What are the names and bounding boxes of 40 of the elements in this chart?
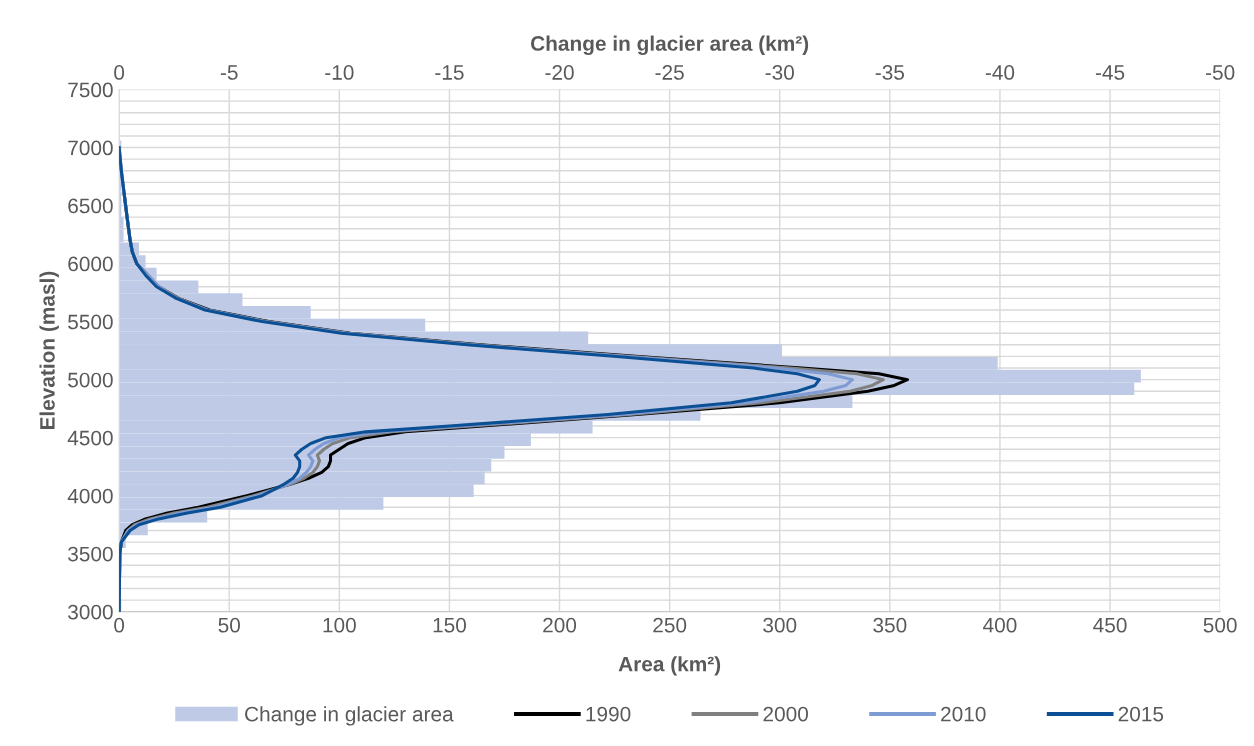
y-tick-label: 5000 bbox=[68, 372, 113, 388]
legend-label: 2010 bbox=[941, 706, 986, 722]
x-tick-label: 500 bbox=[1203, 617, 1237, 633]
x-axis-title: Area (km²) bbox=[618, 656, 721, 676]
y-tick-label: 6500 bbox=[68, 198, 113, 214]
legend-label: 2015 bbox=[1118, 706, 1164, 722]
y-tick-label: 5500 bbox=[68, 314, 113, 330]
y-tick-label: 4000 bbox=[67, 488, 113, 504]
x-tick-label: 50 bbox=[218, 617, 240, 633]
x-tick-label: 100 bbox=[323, 617, 356, 633]
x-tick-label: 150 bbox=[433, 617, 466, 633]
x2-tick-label: -40 bbox=[985, 65, 1015, 80]
legend-label: 1990 bbox=[586, 706, 631, 722]
x2-tick-label: -10 bbox=[325, 65, 354, 80]
x2-tick-label: -5 bbox=[220, 65, 238, 80]
y-tick-label: 6000 bbox=[68, 256, 113, 272]
legend-label: Change in glacier area bbox=[245, 706, 454, 726]
x-tick-label: 450 bbox=[1093, 617, 1127, 633]
x2-axis-title: Change in glacier area (km²) bbox=[530, 35, 809, 56]
x-tick-label: 350 bbox=[873, 617, 907, 633]
y-tick-label: 4500 bbox=[67, 430, 113, 446]
y-tick-label: 7000 bbox=[68, 140, 113, 156]
y-tick-label: 3500 bbox=[68, 546, 113, 562]
y-tick-label: 7500 bbox=[68, 82, 113, 98]
x2-tick-label: 0 bbox=[114, 65, 125, 80]
x-tick-label: 400 bbox=[983, 617, 1017, 633]
x-tick-label: 300 bbox=[763, 617, 797, 633]
x2-tick-label: -35 bbox=[875, 65, 905, 80]
x2-tick-label: -45 bbox=[1095, 65, 1125, 80]
x2-tick-label: -25 bbox=[655, 65, 684, 80]
y-axis-title: Elevation (masl) bbox=[39, 271, 59, 430]
x2-tick-label: -50 bbox=[1206, 65, 1235, 80]
y-tick-label: 3000 bbox=[68, 604, 113, 620]
x2-tick-label: -20 bbox=[545, 65, 574, 80]
x-tick-label: 0 bbox=[114, 617, 125, 633]
x-tick-label: 250 bbox=[653, 617, 687, 633]
legend-label: 2000 bbox=[763, 706, 809, 722]
x-tick-label: 200 bbox=[543, 617, 577, 633]
x2-tick-label: -15 bbox=[435, 65, 464, 80]
x2-tick-label: -30 bbox=[765, 65, 794, 80]
